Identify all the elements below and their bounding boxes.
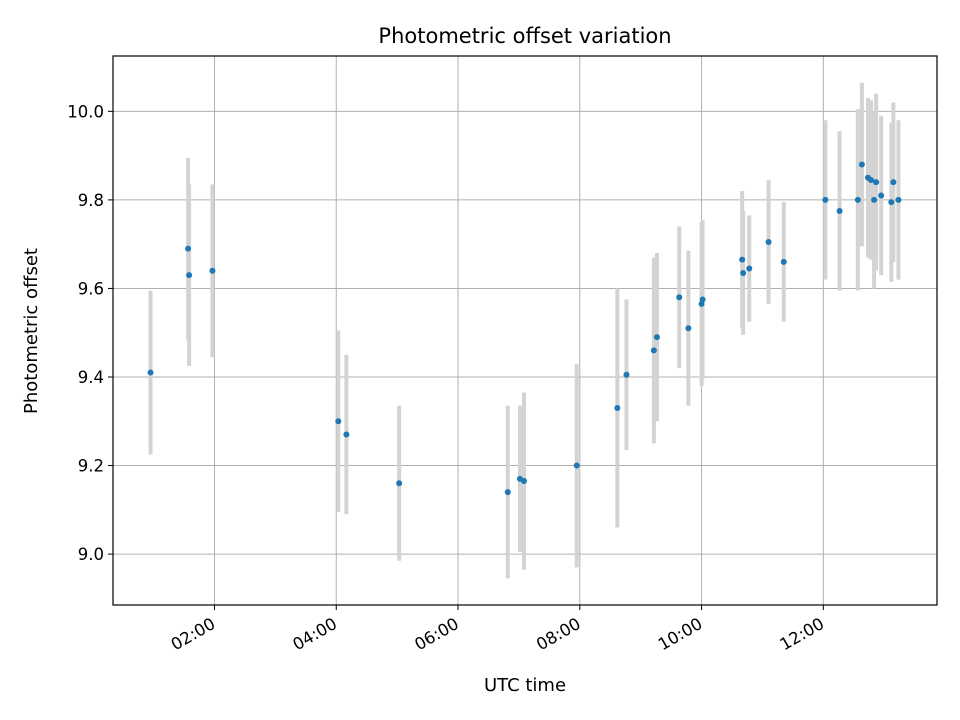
data-point [335,418,342,425]
data-point [186,272,193,279]
y-tick-label: 9.8 [78,191,104,210]
data-point [871,196,878,203]
data-point [895,196,902,203]
chart-title: Photometric offset variation [378,24,671,48]
data-point [878,192,885,199]
data-point [685,325,692,332]
x-axis-label: UTC time [484,675,566,696]
data-point [343,431,350,438]
data-point [573,462,580,469]
data-point [623,371,630,378]
data-point [650,347,657,354]
y-tick-label: 9.0 [78,545,104,564]
data-point [185,245,192,252]
data-point [765,238,772,245]
y-tick-label: 9.2 [78,457,104,476]
data-points [147,161,902,496]
data-point [836,207,843,214]
data-point [740,269,747,276]
data-point [504,489,511,496]
data-point [520,478,527,485]
data-point [147,369,154,376]
data-point [746,265,753,272]
data-point [780,258,787,265]
data-point [822,196,829,203]
plot-frame [112,55,938,606]
data-point [868,176,875,183]
data-point [873,179,880,186]
y-tick-label: 10.0 [67,102,104,121]
y-tick-label: 9.4 [78,368,104,387]
data-point [676,294,683,301]
data-point [888,199,895,206]
data-point [653,334,660,341]
data-point [739,256,746,263]
data-point [699,296,706,303]
data-point [614,404,621,411]
y-axis-label: Photometric offset [21,248,42,414]
y-axis-ticks: 9.0 9.2 9.4 9.6 9.8 10.0 [67,102,113,564]
data-point [854,196,861,203]
data-point [396,480,403,487]
data-point [209,267,216,274]
y-tick-label: 9.6 [78,279,104,298]
data-point [890,179,897,186]
data-point [858,161,865,168]
